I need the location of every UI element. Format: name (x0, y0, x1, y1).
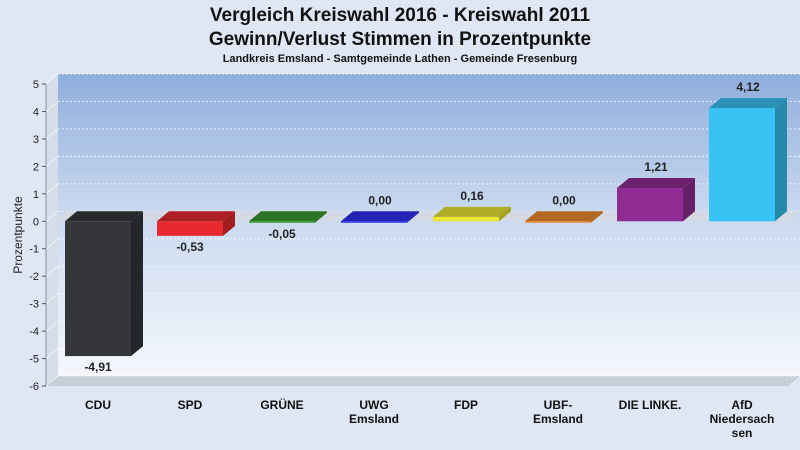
y-tick-label: -6 (29, 381, 39, 393)
data-label: -4,91 (84, 360, 112, 374)
data-label: 0,00 (552, 193, 576, 207)
y-tick-label: -2 (29, 271, 39, 283)
x-tick-label: SPD (178, 398, 203, 412)
chart-subtitle: Landkreis Emsland - Samtgemeinde Lathen … (222, 53, 578, 65)
x-tick-label: AfD (731, 398, 753, 412)
x-tick-label: CDU (85, 398, 111, 412)
bar-die-linke- (617, 178, 695, 222)
gridline-diagonal (45, 155, 59, 167)
y-tick-label: 2 (33, 161, 39, 173)
y-tick-label: -3 (29, 299, 39, 311)
bar-afd-niedersachsen (709, 98, 787, 222)
bar-fdp (433, 206, 511, 222)
y-tick-label: -1 (29, 244, 39, 256)
bar-front (249, 221, 315, 223)
data-label: 0,16 (460, 189, 484, 203)
chart-title: Vergleich Kreiswahl 2016 - Kreiswahl 201… (209, 5, 591, 26)
bar-spd (157, 211, 235, 236)
bar-top (157, 211, 235, 222)
bar-top (709, 98, 787, 109)
gridline-diagonal (45, 183, 59, 195)
y-tick-label: 0 (33, 216, 39, 228)
y-tick-label: 3 (33, 134, 39, 146)
bar-side (223, 211, 235, 236)
bar-top (341, 211, 419, 222)
bar-ubf-emsland (525, 211, 603, 223)
bar-side (131, 211, 143, 357)
y-tick-label: -5 (29, 354, 39, 366)
y-tick-label: 4 (33, 106, 39, 118)
bar-top (525, 211, 603, 222)
bar-front (433, 216, 499, 222)
bar-top (65, 211, 143, 222)
bar-side (683, 178, 695, 222)
chart-subtitle-line: Gewinn/Verlust Stimmen in Prozentpunkte (208, 29, 592, 50)
bar-side (315, 211, 327, 223)
data-label: -0,53 (176, 240, 204, 254)
gridline-diagonal (45, 210, 59, 222)
bar-side (407, 211, 419, 223)
x-tick-label: DIE LINKE. (619, 398, 682, 412)
zero-plane (54, 211, 800, 222)
x-tick-label: FDP (454, 398, 478, 412)
gridline-diagonal (45, 101, 59, 112)
gridline-diagonal (45, 238, 59, 250)
data-label: 1,21 (644, 160, 668, 174)
gridline-diagonal (45, 293, 59, 305)
x-tick-label: Emsland (533, 412, 583, 426)
bar-front (525, 221, 591, 223)
bar-front (65, 221, 131, 357)
bar-front (157, 221, 223, 236)
data-label: 0,00 (368, 193, 392, 207)
gridline-diagonal (45, 128, 59, 140)
left-wall (46, 74, 58, 386)
floor (46, 376, 800, 386)
bar-top (249, 211, 327, 222)
x-tick-label: UWG (359, 398, 388, 412)
gridline-diagonal (45, 320, 59, 332)
labels: 5 4 3 2 1 0 -1 -2 -3 -4 -5 -6 Prozentpunkte -4,91 CDU -… (11, 79, 774, 440)
bar-top (617, 178, 695, 189)
bar-uwg-emsland (341, 211, 419, 223)
x-tick-label: sen (732, 426, 753, 440)
bar-front (341, 221, 407, 223)
x-tick-label: Emsland (349, 412, 399, 426)
bars (65, 98, 787, 357)
y-tick-label: 1 (33, 189, 39, 201)
bar-top (433, 206, 511, 217)
data-label: -0,05 (268, 227, 296, 241)
gridline-diagonal (45, 375, 59, 387)
gridlines (42, 73, 800, 387)
x-tick-label: Niedersach (710, 412, 775, 426)
data-label: 4,12 (736, 80, 760, 94)
bar-front (709, 108, 775, 222)
x-tick-label: GRÜNE (260, 397, 303, 412)
y-tick-label: 5 (33, 79, 39, 91)
x-tick-label: UBF- (544, 398, 573, 412)
y-axis-label: Prozentpunkte (11, 196, 25, 274)
bar-side (591, 211, 603, 223)
gridline-diagonal (45, 73, 59, 85)
bar-side (499, 206, 511, 222)
bar-cdu (65, 211, 143, 357)
gridline-diagonal (45, 265, 59, 277)
bar-side (775, 98, 787, 222)
gridline-diagonal (45, 348, 59, 359)
bar-front (617, 188, 683, 222)
y-tick-label: -4 (29, 326, 39, 338)
bar-gr-ne (249, 211, 327, 223)
